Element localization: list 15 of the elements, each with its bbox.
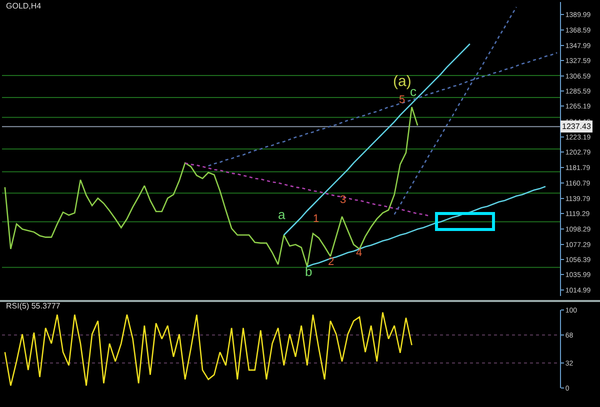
annotation: a	[278, 207, 286, 222]
line-series	[4, 106, 418, 268]
annotation: 3	[340, 194, 346, 206]
chart-title: GOLD,H4	[6, 2, 42, 11]
chart-title: RSI(5) 55.3777	[6, 302, 61, 311]
ref-line-label: 1237.43	[562, 122, 592, 131]
annotation: b	[305, 264, 312, 279]
annotation: 5	[399, 94, 406, 106]
line-series	[306, 186, 546, 268]
annotation: 2	[328, 256, 334, 268]
annotation: 1	[313, 213, 320, 225]
annotation: c	[410, 84, 417, 99]
annotation: (a)	[393, 73, 412, 90]
annotation: 4	[356, 247, 362, 259]
line-series	[4, 312, 412, 386]
